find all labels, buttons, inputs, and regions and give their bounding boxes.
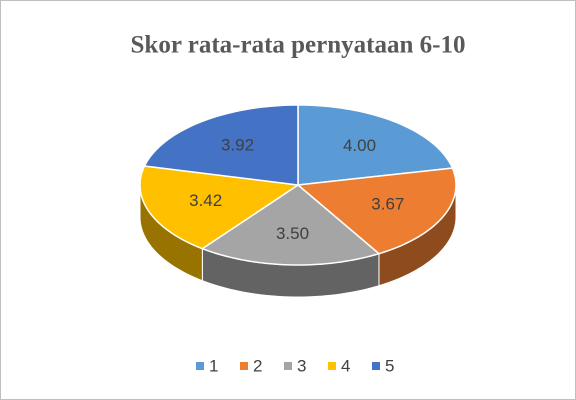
data-label: 3.67 [371, 194, 404, 213]
data-label: 3.50 [276, 224, 309, 243]
legend-swatch [240, 362, 248, 370]
pie-slice [296, 167, 457, 255]
legend-swatch [328, 362, 336, 370]
legend-swatch [284, 362, 292, 370]
chart-title: Skor rata-rata pernyataan 6-10 [131, 32, 466, 59]
legend-label: 3 [297, 356, 306, 375]
data-label: 3.42 [189, 191, 222, 210]
pie-slice [139, 165, 301, 250]
pie-slice [143, 104, 299, 186]
pie-slice [297, 104, 454, 186]
legend-label: 5 [385, 356, 394, 375]
legend-swatch [372, 362, 380, 370]
data-label: 3.92 [221, 135, 254, 154]
legend-label: 2 [253, 356, 262, 375]
legend-swatch [196, 362, 204, 370]
pie-slice [200, 184, 381, 266]
legend-label: 4 [341, 356, 350, 375]
data-label: 4.00 [343, 136, 376, 155]
legend-label: 1 [209, 356, 218, 375]
